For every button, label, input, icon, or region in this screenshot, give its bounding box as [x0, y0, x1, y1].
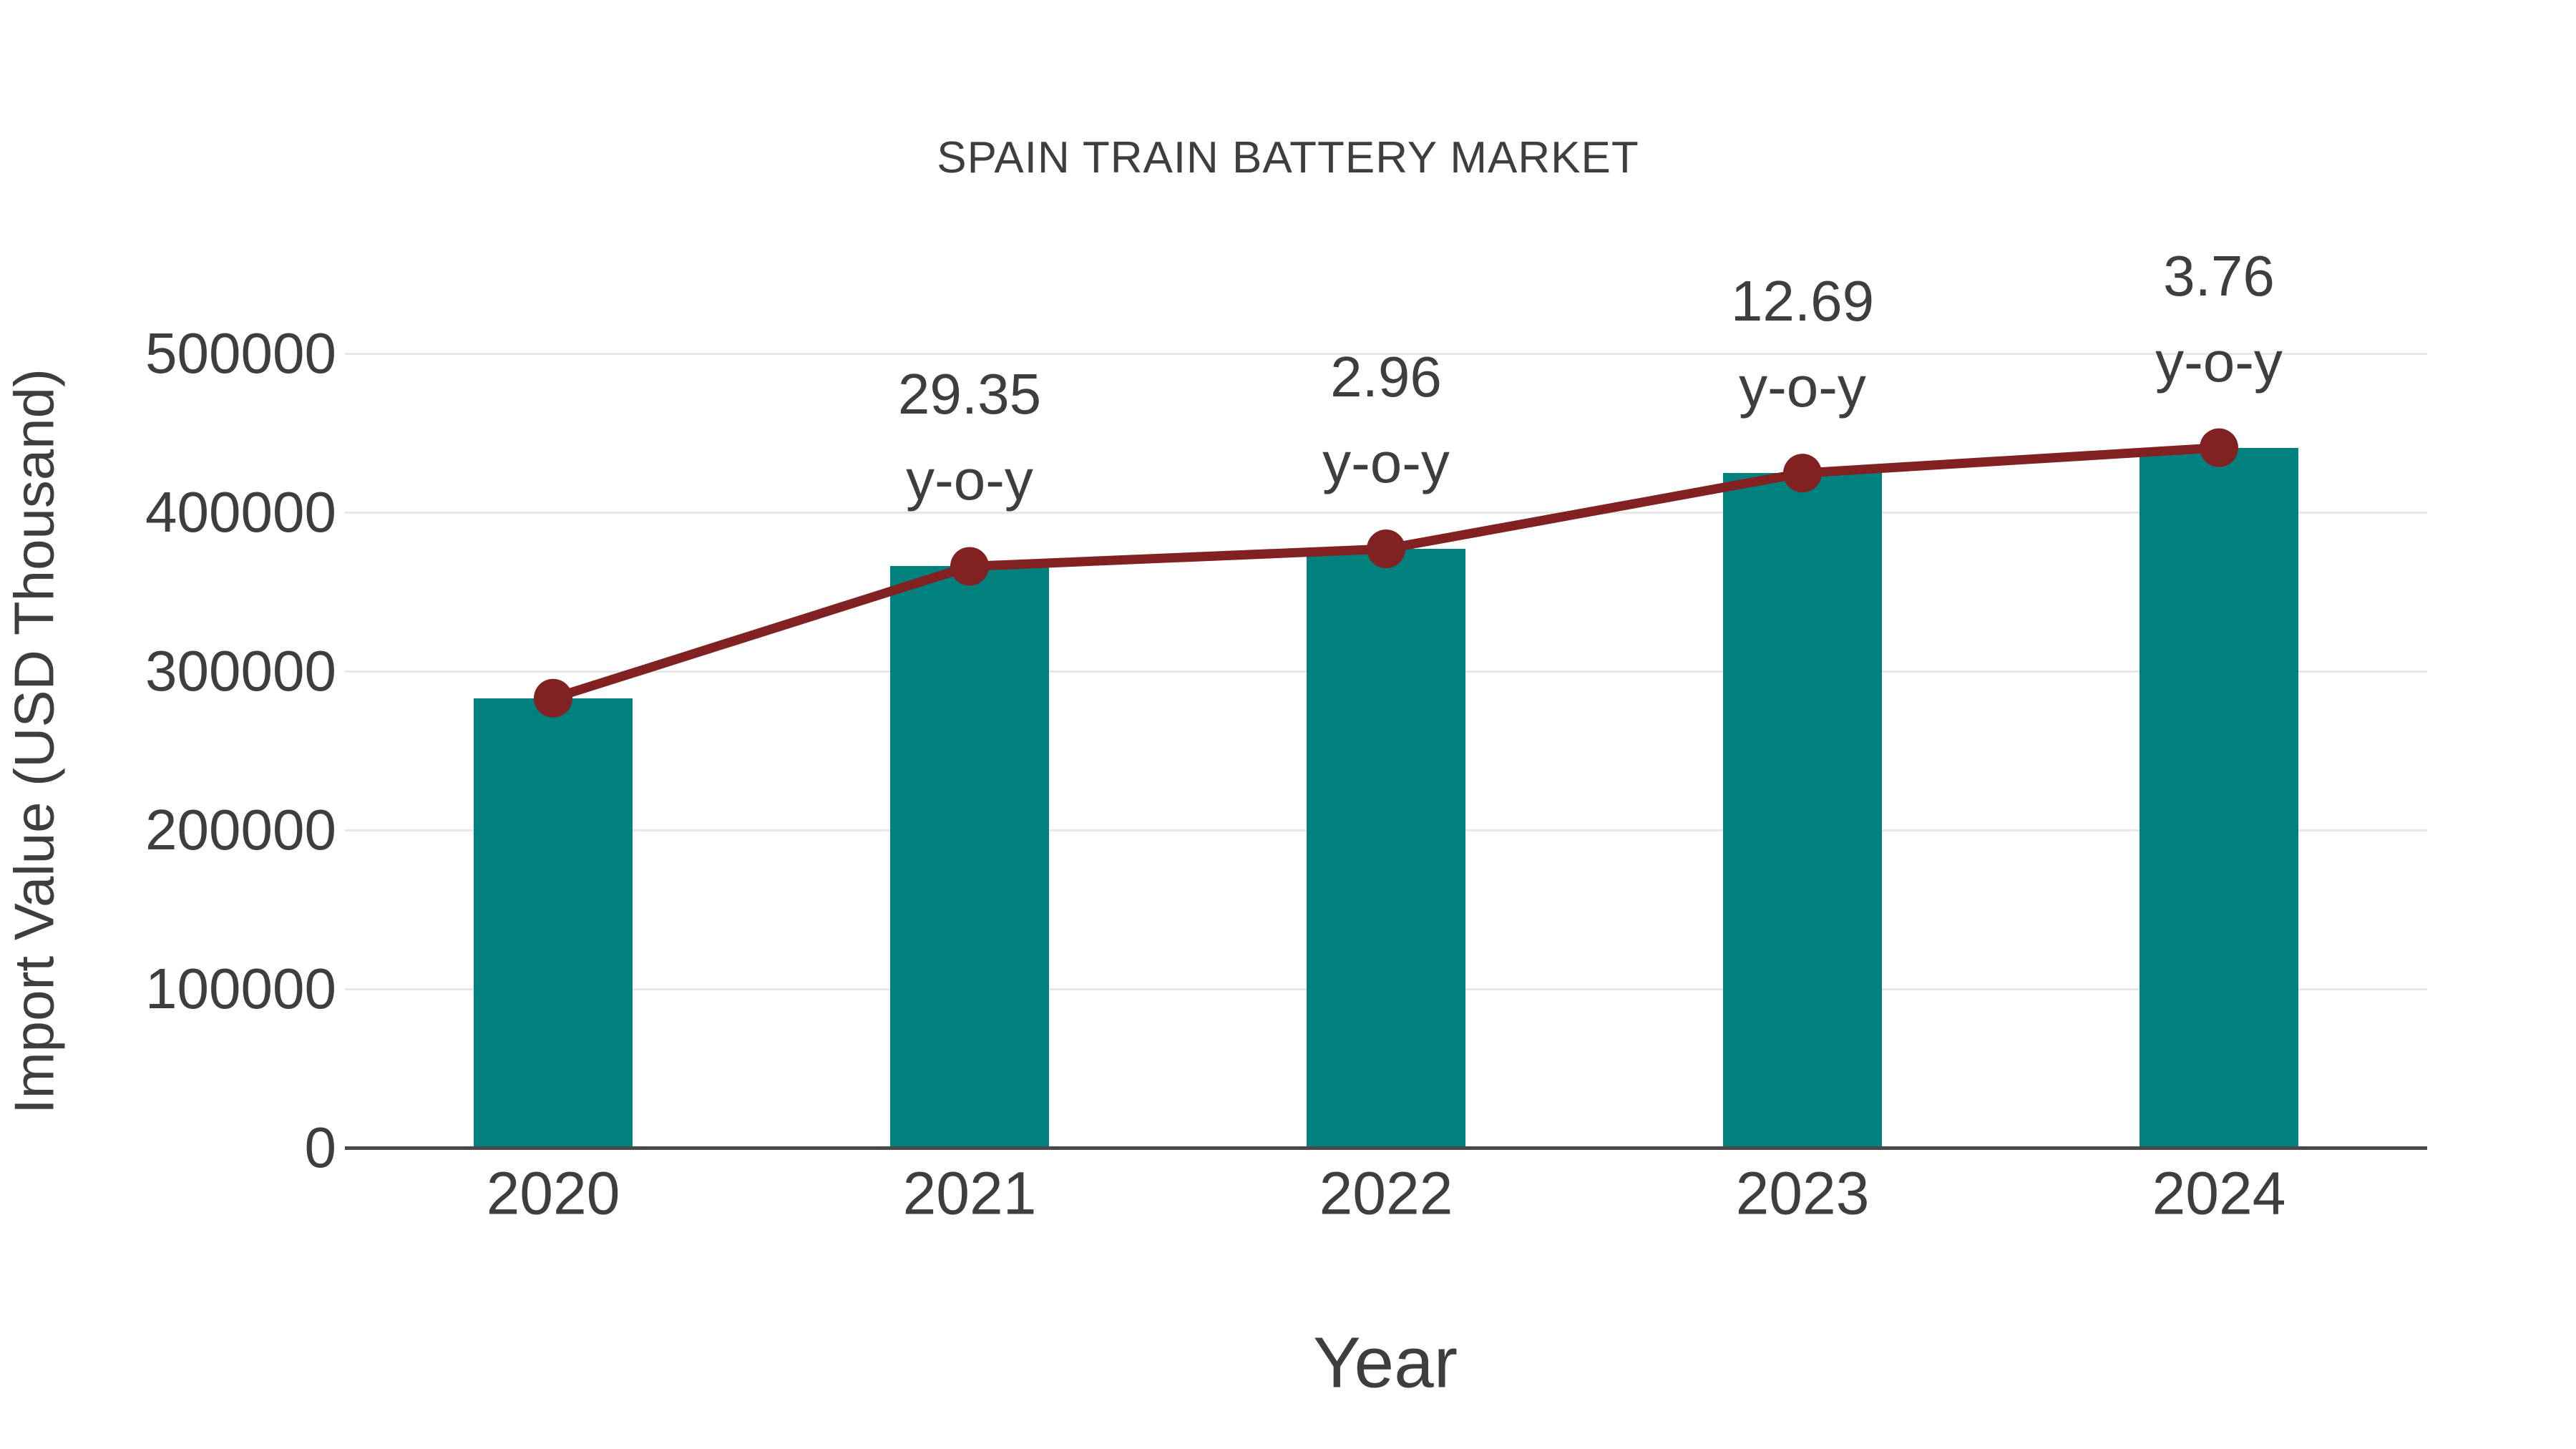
yoy-annotation-2024: 3.76 y-o-y — [2155, 233, 2283, 405]
y-tick-label: 200000 — [145, 798, 336, 862]
yoy-value: 2.96 — [1330, 345, 1442, 409]
x-axis-title: Year — [1312, 1322, 1458, 1403]
yoy-label: y-o-y — [906, 448, 1033, 512]
bar-2022 — [1307, 549, 1465, 1148]
x-tick-label-2020: 2020 — [486, 1159, 620, 1227]
x-tick-label-2023: 2023 — [1735, 1159, 1870, 1227]
yoy-annotation-2022: 2.96 y-o-y — [1322, 334, 1450, 506]
y-tick-label: 0 — [304, 1116, 337, 1179]
y-tick-label: 500000 — [145, 321, 336, 385]
x-tick-label-2022: 2022 — [1319, 1159, 1453, 1227]
bar-2023 — [1723, 473, 1882, 1148]
bar-2020 — [474, 698, 633, 1148]
yoy-value: 29.35 — [897, 362, 1042, 426]
x-tick-label-2021: 2021 — [902, 1159, 1037, 1227]
yoy-annotation-2021: 29.35 y-o-y — [898, 351, 1041, 523]
bar-2021 — [890, 566, 1049, 1148]
yoy-label: y-o-y — [1739, 355, 1866, 419]
grid-line — [345, 352, 2427, 355]
yoy-annotation-2023: 12.69 y-o-y — [1731, 258, 1874, 430]
x-tick-label-2024: 2024 — [2152, 1159, 2286, 1227]
yoy-value: 3.76 — [2163, 243, 2275, 308]
grid-line — [345, 511, 2427, 514]
x-axis-line — [345, 1146, 2427, 1150]
y-tick-label: 400000 — [145, 480, 336, 544]
y-tick-label: 300000 — [145, 639, 336, 703]
y-tick-label: 100000 — [145, 957, 336, 1020]
bar-2024 — [2140, 447, 2298, 1148]
yoy-value: 12.69 — [1730, 269, 1875, 333]
y-axis-title: Import Value (USD Thousand) — [2, 369, 66, 1114]
chart-title: SPAIN TRAIN BATTERY MARKET — [937, 133, 1639, 182]
yoy-label: y-o-y — [2155, 329, 2283, 394]
yoy-label: y-o-y — [1322, 431, 1450, 495]
